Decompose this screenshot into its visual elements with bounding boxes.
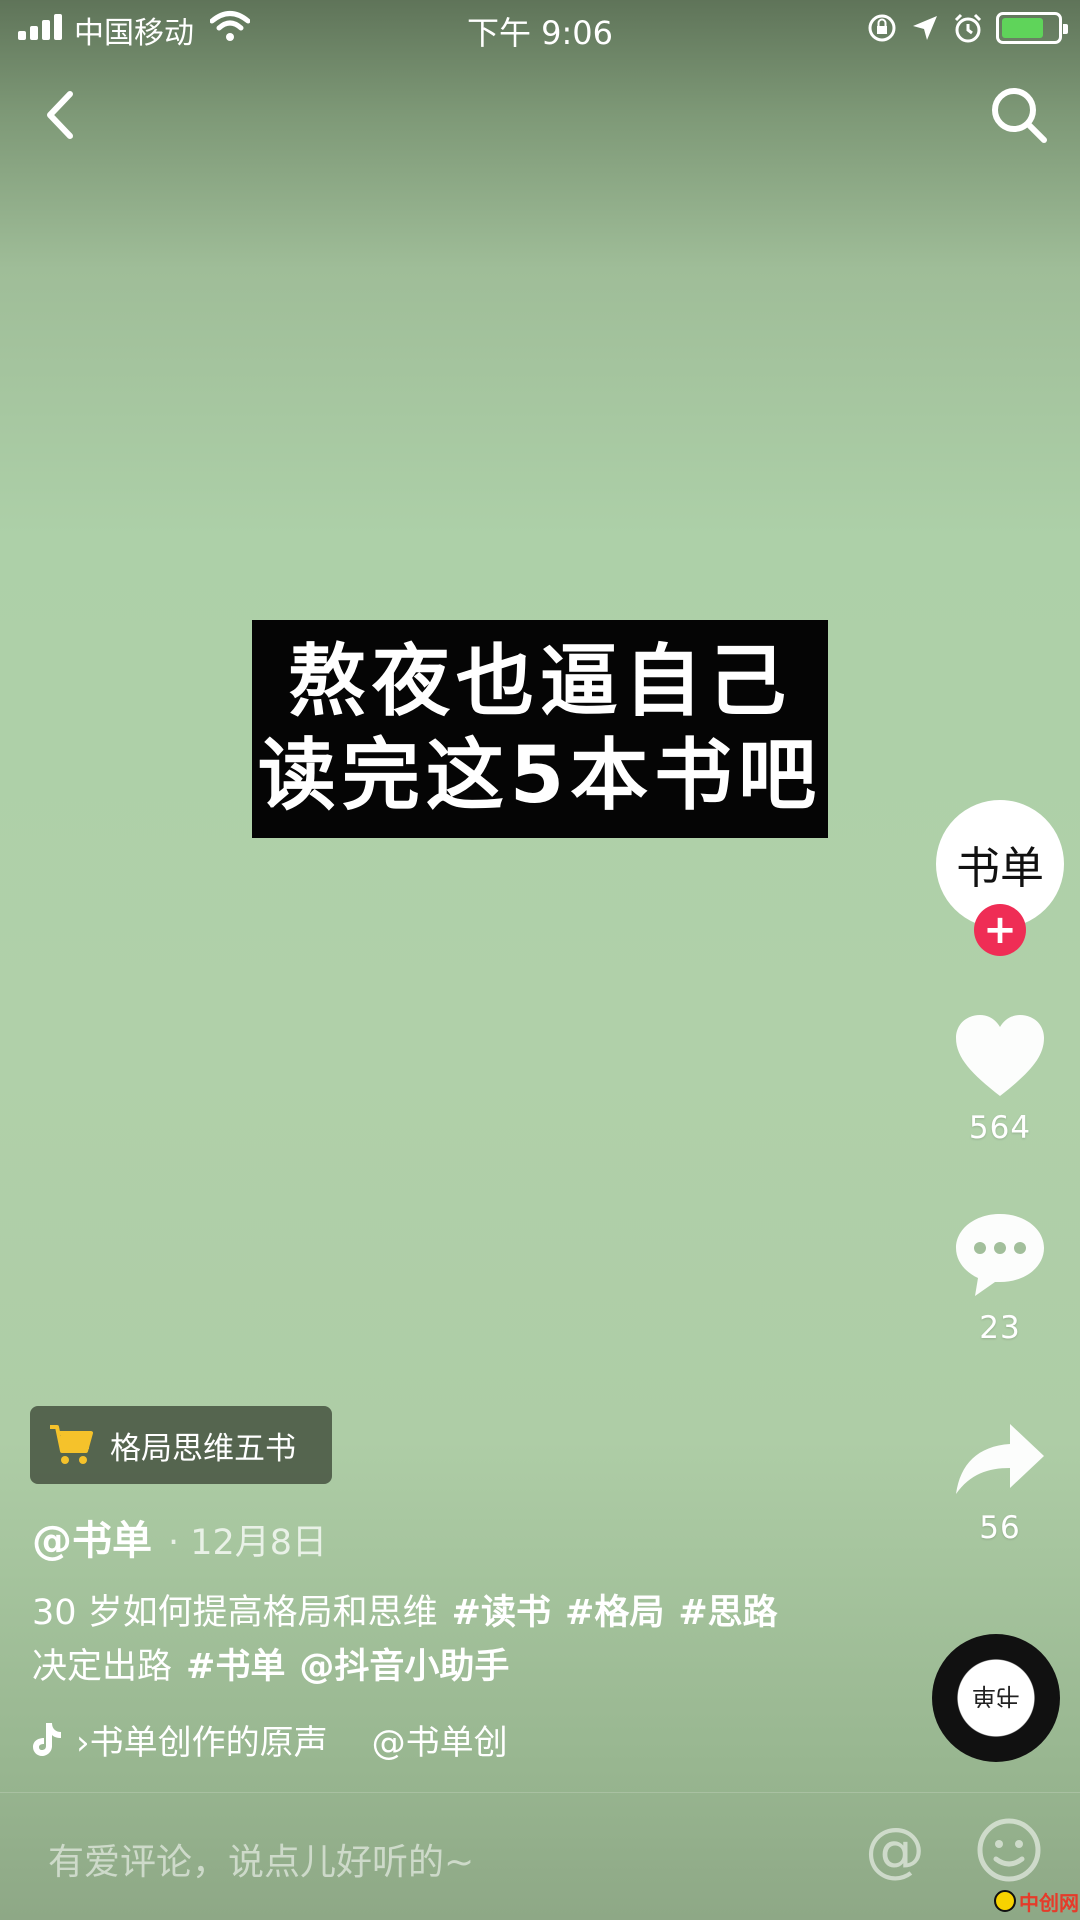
follow-button[interactable]: + — [974, 904, 1026, 956]
author-line: @书单 · 12月8日 — [32, 1508, 327, 1566]
heart-icon — [956, 1015, 1044, 1096]
caption-text: 30 岁如何提高格局和思维 — [32, 1593, 438, 1633]
hashtag-reading[interactable]: #读书 — [451, 1593, 551, 1633]
hashtag-booklist[interactable]: #书单 — [186, 1647, 286, 1687]
battery-fill — [1002, 18, 1043, 38]
location-icon — [913, 16, 937, 40]
comment-icon — [956, 1214, 1044, 1296]
mention-link[interactable]: @抖音小助手 — [299, 1647, 510, 1687]
alarm-icon — [954, 13, 982, 43]
caption-text-2: 决定出路 — [32, 1647, 173, 1687]
status-bar: 中国移动 下午 9:06 — [0, 0, 1080, 56]
battery-icon — [996, 12, 1068, 44]
product-label: 格局思维五书 — [110, 1430, 296, 1467]
comment-bar: 有爱评论，说点儿好听的~ @ — [0, 1792, 1080, 1920]
share-arrow-icon — [956, 1424, 1044, 1494]
creator-avatar-group[interactable]: 书单 + — [936, 800, 1064, 956]
video-title-card: 熬夜也逼自己 读完这5本书吧 — [252, 620, 828, 838]
share-count: 56 — [979, 1510, 1021, 1546]
watermark-logo-icon — [994, 1890, 1016, 1912]
post-date: · 12月8日 — [168, 1523, 328, 1563]
status-icons — [866, 10, 1068, 46]
music-disc-label: 书单 — [972, 1681, 1020, 1710]
emoji-icon[interactable] — [974, 1815, 1044, 1885]
mention-button[interactable]: @ — [865, 1815, 925, 1885]
music-info[interactable]: ›书单创作的原声 @书单创 — [32, 1714, 572, 1764]
post-caption: 30 岁如何提高格局和思维 #读书 #格局 #思路 决定出路 #书单 @抖音小助手 — [32, 1586, 832, 1694]
watermark-text: 中创网 — [1019, 1890, 1079, 1915]
search-icon — [992, 88, 1047, 143]
status-time: 下午 9:06 — [466, 14, 614, 52]
signal-icon — [18, 14, 64, 40]
hashtag-thinking[interactable]: #思路 — [678, 1593, 778, 1633]
hashtag-pattern[interactable]: #格局 — [565, 1593, 665, 1633]
author-name[interactable]: @书单 — [32, 1518, 152, 1564]
like-button[interactable]: 564 — [940, 1012, 1060, 1146]
comment-input[interactable]: 有爱评论，说点儿好听的~ — [48, 1842, 475, 1883]
caption-line-2: 决定出路 #书单 @抖音小助手 — [32, 1640, 832, 1694]
share-button[interactable]: 56 — [940, 1420, 1060, 1546]
title-line-2: 读完这5本书吧 — [257, 731, 823, 821]
tiktok-note-icon — [33, 1723, 61, 1756]
back-button[interactable] — [26, 80, 96, 150]
title-line-1: 熬夜也逼自己 — [287, 637, 792, 727]
chevron-left-icon — [47, 91, 73, 139]
rotation-lock-icon — [868, 14, 896, 42]
music-disc[interactable]: 书单 — [932, 1634, 1060, 1762]
music-artist: @书单创 — [371, 1722, 508, 1763]
like-count: 564 — [968, 1110, 1032, 1146]
comment-button[interactable]: 23 — [940, 1210, 1060, 1346]
watermark: 中创网 — [994, 1882, 1080, 1920]
comment-count: 23 — [979, 1310, 1021, 1346]
product-link[interactable]: 格局思维五书 — [30, 1406, 332, 1484]
music-title: ›书单创作的原声 — [76, 1722, 328, 1763]
caption-line-1: 30 岁如何提高格局和思维 #读书 #格局 #思路 — [32, 1586, 832, 1640]
search-button[interactable] — [984, 80, 1054, 150]
wifi-icon — [210, 11, 250, 41]
shopping-cart-icon — [50, 1425, 93, 1464]
carrier-name: 中国移动 — [74, 16, 194, 51]
